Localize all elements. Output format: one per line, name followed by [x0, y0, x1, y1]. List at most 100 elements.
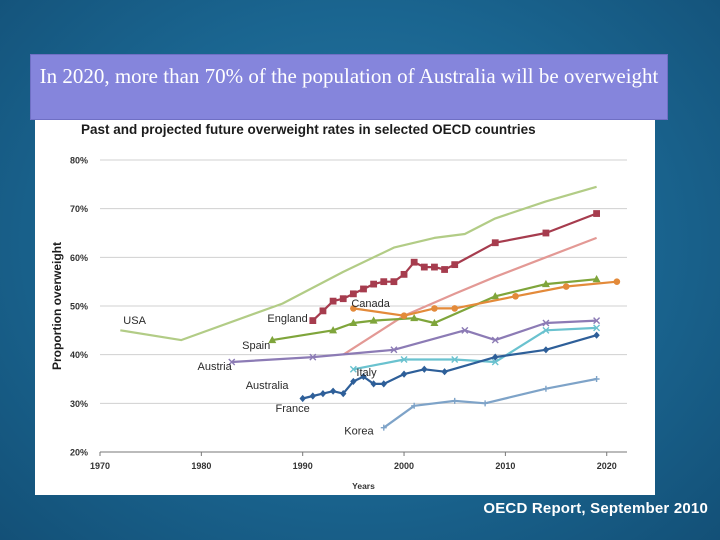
series-label-england: England	[267, 313, 307, 325]
data-point-australia	[512, 292, 519, 300]
data-point-austria	[390, 346, 398, 354]
data-point-france	[421, 365, 428, 373]
data-point-austria	[228, 358, 236, 366]
data-point-england	[400, 270, 408, 278]
data-point-australia	[400, 312, 408, 320]
data-point-australia	[562, 283, 570, 290]
data-point-spain	[430, 318, 439, 327]
series-label-italy: Italy	[356, 367, 377, 379]
x-tick-label: 1970	[90, 461, 110, 471]
data-point-australia	[431, 305, 438, 312]
series-line-usa	[120, 185, 597, 342]
data-point-france	[360, 372, 367, 381]
data-point-austria	[593, 317, 601, 325]
x-tick-label: 2020	[597, 461, 617, 471]
data-point-korea	[380, 424, 387, 431]
data-point-england	[349, 290, 357, 298]
y-tick-label: 80%	[70, 156, 88, 166]
data-point-korea	[593, 376, 600, 382]
data-point-italy	[400, 356, 408, 364]
y-tick-label: 50%	[70, 302, 88, 312]
data-point-australia	[350, 305, 357, 312]
data-point-france	[542, 346, 550, 354]
y-axis-title: Proportion overweight	[50, 242, 64, 370]
data-point-england	[390, 278, 398, 286]
data-point-italy	[491, 358, 499, 366]
x-tick-label: 2010	[495, 461, 515, 471]
series-label-austria: Austria	[198, 361, 233, 373]
data-point-spain	[369, 316, 378, 324]
data-point-france	[350, 377, 357, 386]
data-point-spain	[592, 275, 601, 283]
data-point-england	[593, 210, 600, 217]
data-point-england	[329, 297, 337, 305]
data-point-england	[410, 258, 418, 266]
line-chart: Past and projected future overweight rat…	[50, 122, 627, 491]
data-point-austria	[491, 336, 499, 344]
data-point-france	[309, 392, 317, 400]
data-point-korea	[451, 397, 458, 404]
data-point-england	[431, 263, 438, 271]
data-point-england	[441, 266, 448, 273]
data-point-france	[400, 370, 408, 378]
series-line-korea	[383, 377, 597, 429]
data-point-spain	[491, 292, 500, 300]
data-point-france	[380, 380, 387, 388]
data-point-korea	[482, 400, 489, 407]
data-point-england	[380, 278, 388, 286]
slide-heading: In 2020, more than 70% of the population…	[30, 54, 668, 120]
data-point-england	[491, 239, 499, 247]
data-point-italy	[451, 356, 459, 364]
data-point-france	[370, 380, 377, 388]
data-point-spain	[329, 326, 338, 334]
data-point-france	[593, 331, 600, 339]
data-point-korea	[411, 402, 418, 409]
data-point-spain	[349, 318, 358, 327]
data-point-england	[309, 317, 317, 324]
series-line-austria	[231, 319, 597, 364]
data-point-france	[329, 387, 337, 395]
series-line-france	[302, 334, 597, 400]
x-tick-label: 2000	[394, 461, 414, 471]
data-point-england	[370, 280, 378, 288]
data-point-australia	[613, 278, 621, 285]
data-point-spain	[268, 335, 277, 344]
chart-title: Past and projected future overweight rat…	[81, 122, 536, 137]
x-axis-title: Years	[352, 481, 375, 491]
data-point-france	[319, 390, 327, 398]
data-point-england	[451, 261, 459, 269]
data-point-austria	[461, 326, 469, 334]
data-point-england	[420, 263, 428, 271]
x-tick-label: 1980	[191, 461, 211, 471]
data-point-austria	[309, 353, 317, 361]
series-line-australia	[353, 280, 618, 317]
chart-panel: Past and projected future overweight rat…	[35, 120, 655, 495]
series-line-italy	[353, 326, 597, 371]
series-label-korea: Korea	[344, 425, 374, 437]
data-point-austria	[542, 319, 550, 327]
y-tick-label: 60%	[70, 253, 88, 263]
data-point-italy	[593, 324, 601, 332]
y-tick-label: 30%	[70, 399, 88, 409]
series-label-spain: Spain	[242, 340, 270, 352]
y-tick-label: 70%	[70, 204, 88, 214]
series-line-canada	[342, 236, 597, 356]
source-footer: OECD Report, September 2010	[483, 500, 708, 517]
series-label-usa: USA	[123, 315, 146, 327]
series-label-canada: Canada	[351, 298, 390, 310]
data-point-france	[299, 394, 306, 403]
slide-heading-text: In 2020, more than 70% of the population…	[39, 64, 659, 88]
series-label-france: France	[276, 403, 310, 415]
data-point-france	[340, 390, 347, 398]
data-point-italy	[542, 326, 550, 334]
data-point-england	[542, 229, 550, 237]
series-label-australia: Australia	[246, 380, 290, 392]
data-point-england	[339, 295, 347, 303]
data-point-korea	[542, 385, 549, 392]
data-point-spain	[541, 279, 550, 288]
data-point-france	[441, 368, 448, 376]
y-tick-label: 20%	[70, 448, 88, 458]
data-point-england	[319, 307, 327, 315]
data-point-spain	[410, 313, 419, 322]
x-tick-label: 1990	[293, 461, 313, 471]
